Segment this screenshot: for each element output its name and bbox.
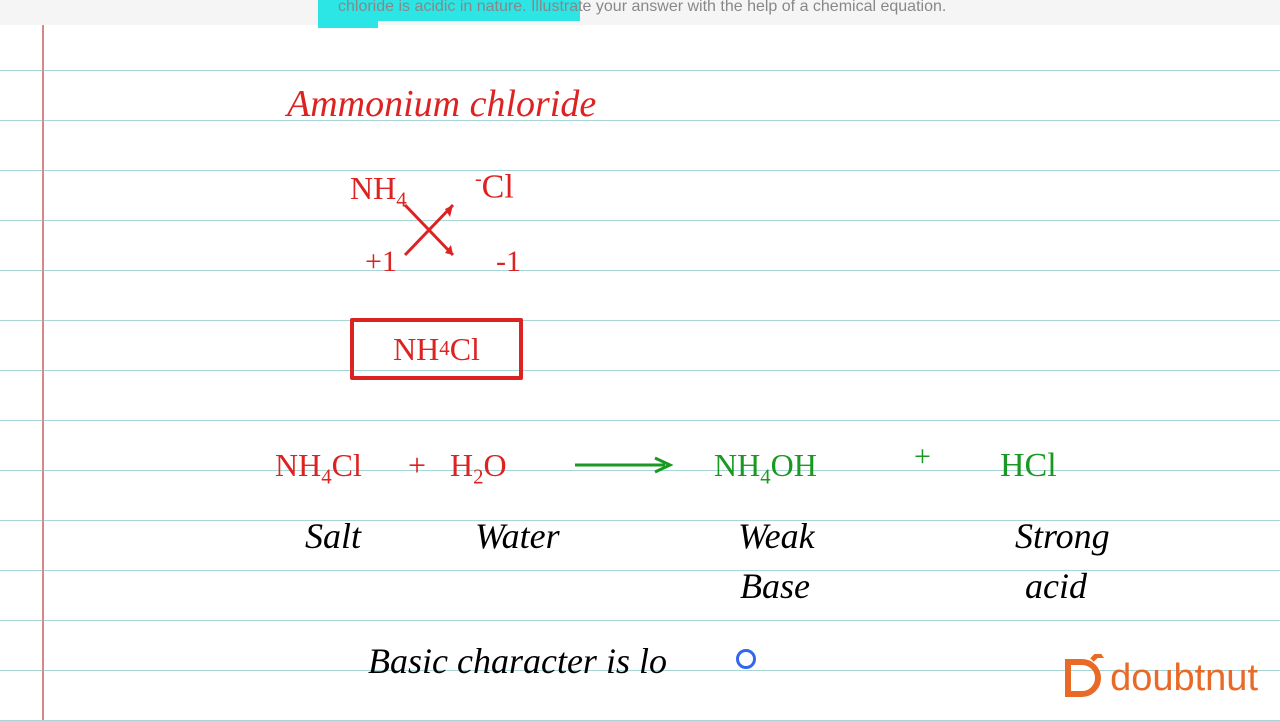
- charge-minus1: -1: [496, 245, 521, 279]
- doubtnut-logo: doubtnut: [1060, 654, 1258, 702]
- label-acid: acid: [1025, 565, 1087, 607]
- eq-reactant-nh4cl: NH4Cl: [275, 447, 362, 489]
- label-base: Base: [740, 565, 810, 607]
- eq-arrow-icon: [570, 450, 680, 480]
- label-salt: Salt: [305, 515, 361, 557]
- notebook-background: [0, 0, 1280, 720]
- label-weak: Weak: [738, 515, 815, 557]
- bottom-sentence: Basic character is lo: [368, 640, 667, 682]
- eq-product-hcl: HCl: [1000, 447, 1057, 485]
- eq-plus-1: +: [408, 447, 426, 484]
- pen-cursor-icon: [736, 649, 756, 669]
- logo-d-icon: [1060, 654, 1108, 702]
- notebook-margin: [42, 0, 44, 720]
- eq-reactant-h2o: H2O: [450, 447, 507, 489]
- ion-cl: -Cl: [475, 168, 514, 206]
- eq-plus-2: +: [914, 440, 931, 474]
- crisscross-arrows: [395, 195, 475, 270]
- label-strong: Strong: [1015, 515, 1110, 557]
- highlight-marker-tail: [318, 18, 378, 28]
- logo-text: doubtnut: [1110, 657, 1258, 700]
- title-ammonium-chloride: Ammonium chloride: [287, 82, 596, 126]
- eq-product-nh4oh: NH4OH: [714, 447, 817, 489]
- question-text: chloride is acidic in nature. Illustrate…: [338, 0, 946, 16]
- charge-plus1: +1: [365, 245, 397, 279]
- formula-nh4cl-boxed: NH4Cl: [350, 318, 523, 380]
- label-water: Water: [475, 515, 560, 557]
